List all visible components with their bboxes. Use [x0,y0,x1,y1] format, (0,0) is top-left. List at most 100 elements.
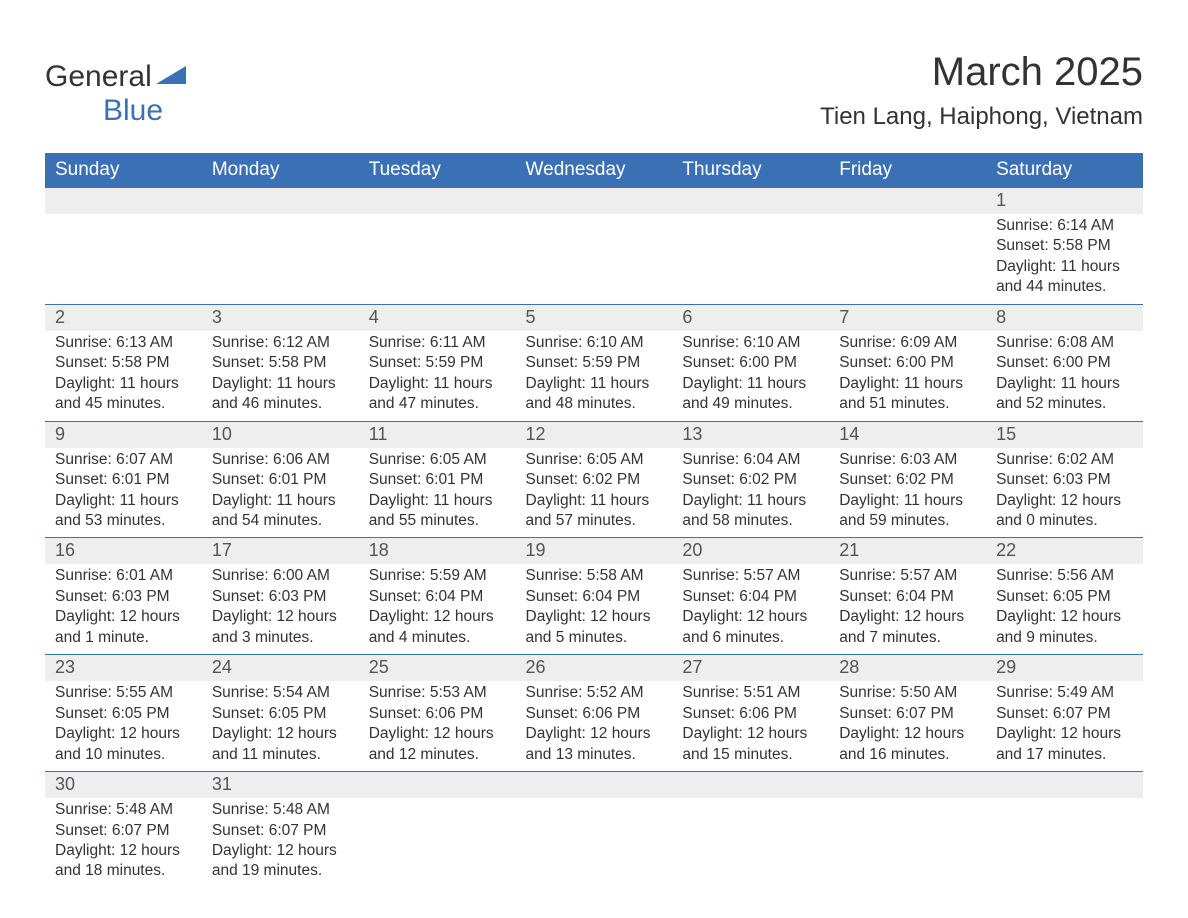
day-data: Sunrise: 6:04 AMSunset: 6:02 PMDaylight:… [672,448,829,538]
day-number-cell: 27 [672,655,829,682]
day-number: 5 [516,305,673,331]
day-data-cell: Sunrise: 6:05 AMSunset: 6:01 PMDaylight:… [359,448,516,538]
day-number: 9 [45,422,202,448]
day-data: Sunrise: 6:11 AMSunset: 5:59 PMDaylight:… [359,331,516,421]
day-data: Sunrise: 6:07 AMSunset: 6:01 PMDaylight:… [45,448,202,538]
week-number-row: 23242526272829 [45,655,1143,682]
day-data-cell: Sunrise: 6:07 AMSunset: 6:01 PMDaylight:… [45,448,202,538]
day-data-cell: Sunrise: 5:59 AMSunset: 6:04 PMDaylight:… [359,564,516,654]
day-number: 31 [202,772,359,798]
day-data-cell [672,214,829,304]
day-data: Sunrise: 6:00 AMSunset: 6:03 PMDaylight:… [202,564,359,654]
day-number: 30 [45,772,202,798]
day-header: Friday [829,153,986,188]
day-number-cell: 24 [202,655,359,682]
day-number: 21 [829,538,986,564]
day-data-cell: Sunrise: 5:48 AMSunset: 6:07 PMDaylight:… [202,798,359,888]
day-header: Tuesday [359,153,516,188]
day-data: Sunrise: 6:01 AMSunset: 6:03 PMDaylight:… [45,564,202,654]
day-data: Sunrise: 5:58 AMSunset: 6:04 PMDaylight:… [516,564,673,654]
day-number-cell: 28 [829,655,986,682]
day-number-cell: 31 [202,772,359,799]
day-number: 29 [986,655,1143,681]
day-data: Sunrise: 6:14 AMSunset: 5:58 PMDaylight:… [986,214,1143,304]
day-data: Sunrise: 6:10 AMSunset: 6:00 PMDaylight:… [672,331,829,421]
day-number-cell: 30 [45,772,202,799]
week-data-row: Sunrise: 6:07 AMSunset: 6:01 PMDaylight:… [45,448,1143,538]
day-number: 16 [45,538,202,564]
week-data-row: Sunrise: 6:01 AMSunset: 6:03 PMDaylight:… [45,564,1143,654]
day-data: Sunrise: 6:05 AMSunset: 6:02 PMDaylight:… [516,448,673,538]
day-number: 1 [986,188,1143,214]
week-data-row: Sunrise: 6:14 AMSunset: 5:58 PMDaylight:… [45,214,1143,304]
day-data-cell: Sunrise: 6:01 AMSunset: 6:03 PMDaylight:… [45,564,202,654]
day-number: 8 [986,305,1143,331]
day-number-cell [359,188,516,215]
day-number: 28 [829,655,986,681]
day-data: Sunrise: 5:57 AMSunset: 6:04 PMDaylight:… [672,564,829,654]
day-data: Sunrise: 5:53 AMSunset: 6:06 PMDaylight:… [359,681,516,771]
day-data: Sunrise: 5:52 AMSunset: 6:06 PMDaylight:… [516,681,673,771]
day-data: Sunrise: 5:48 AMSunset: 6:07 PMDaylight:… [202,798,359,888]
calendar-header-row: SundayMondayTuesdayWednesdayThursdayFrid… [45,153,1143,188]
calendar-body: 1 Sunrise: 6:14 AMSunset: 5:58 PMDayligh… [45,188,1143,888]
day-number: 23 [45,655,202,681]
day-data-cell: Sunrise: 5:58 AMSunset: 6:04 PMDaylight:… [516,564,673,654]
day-data: Sunrise: 6:13 AMSunset: 5:58 PMDaylight:… [45,331,202,421]
day-data-cell: Sunrise: 5:57 AMSunset: 6:04 PMDaylight:… [829,564,986,654]
day-data-cell: Sunrise: 6:14 AMSunset: 5:58 PMDaylight:… [986,214,1143,304]
day-data: Sunrise: 5:48 AMSunset: 6:07 PMDaylight:… [45,798,202,888]
day-number-cell [672,772,829,799]
day-number: 24 [202,655,359,681]
calendar-thead: SundayMondayTuesdayWednesdayThursdayFrid… [45,153,1143,188]
day-number: 14 [829,422,986,448]
day-data: Sunrise: 5:50 AMSunset: 6:07 PMDaylight:… [829,681,986,771]
day-data: Sunrise: 5:59 AMSunset: 6:04 PMDaylight:… [359,564,516,654]
day-data: Sunrise: 6:03 AMSunset: 6:02 PMDaylight:… [829,448,986,538]
logo-text: General Blue [45,60,186,128]
header-right: March 2025 Tien Lang, Haiphong, Vietnam [820,50,1143,137]
day-number: 15 [986,422,1143,448]
week-data-row: Sunrise: 5:55 AMSunset: 6:05 PMDaylight:… [45,681,1143,771]
day-number-cell [45,188,202,215]
day-number: 22 [986,538,1143,564]
day-number-cell [516,772,673,799]
logo-triangle-icon [156,66,186,86]
day-data-cell: Sunrise: 5:52 AMSunset: 6:06 PMDaylight:… [516,681,673,771]
day-number-cell [672,188,829,215]
day-number-cell: 14 [829,421,986,448]
day-number: 19 [516,538,673,564]
day-number-cell [202,188,359,215]
day-data-cell: Sunrise: 5:55 AMSunset: 6:05 PMDaylight:… [45,681,202,771]
day-number-cell [359,772,516,799]
day-number-cell [516,188,673,215]
day-data-cell [359,214,516,304]
day-data: Sunrise: 6:05 AMSunset: 6:01 PMDaylight:… [359,448,516,538]
day-header: Sunday [45,153,202,188]
day-number-cell: 23 [45,655,202,682]
day-data-cell [829,798,986,888]
day-number: 12 [516,422,673,448]
day-data-cell: Sunrise: 6:02 AMSunset: 6:03 PMDaylight:… [986,448,1143,538]
day-number: 18 [359,538,516,564]
week-number-row: 3031 [45,772,1143,799]
day-number: 25 [359,655,516,681]
day-number-cell: 12 [516,421,673,448]
day-data-cell [986,798,1143,888]
day-data-cell [516,798,673,888]
day-data-cell: Sunrise: 5:48 AMSunset: 6:07 PMDaylight:… [45,798,202,888]
day-data-cell: Sunrise: 6:09 AMSunset: 6:00 PMDaylight:… [829,331,986,421]
day-data: Sunrise: 6:12 AMSunset: 5:58 PMDaylight:… [202,331,359,421]
day-data-cell [516,214,673,304]
day-data: Sunrise: 5:51 AMSunset: 6:06 PMDaylight:… [672,681,829,771]
day-header: Monday [202,153,359,188]
day-data-cell: Sunrise: 5:54 AMSunset: 6:05 PMDaylight:… [202,681,359,771]
day-data-cell: Sunrise: 6:10 AMSunset: 5:59 PMDaylight:… [516,331,673,421]
day-header: Thursday [672,153,829,188]
day-data-cell [672,798,829,888]
day-data-cell: Sunrise: 6:05 AMSunset: 6:02 PMDaylight:… [516,448,673,538]
day-number-cell: 8 [986,304,1143,331]
day-number: 4 [359,305,516,331]
day-data-cell: Sunrise: 5:49 AMSunset: 6:07 PMDaylight:… [986,681,1143,771]
day-data: Sunrise: 5:57 AMSunset: 6:04 PMDaylight:… [829,564,986,654]
